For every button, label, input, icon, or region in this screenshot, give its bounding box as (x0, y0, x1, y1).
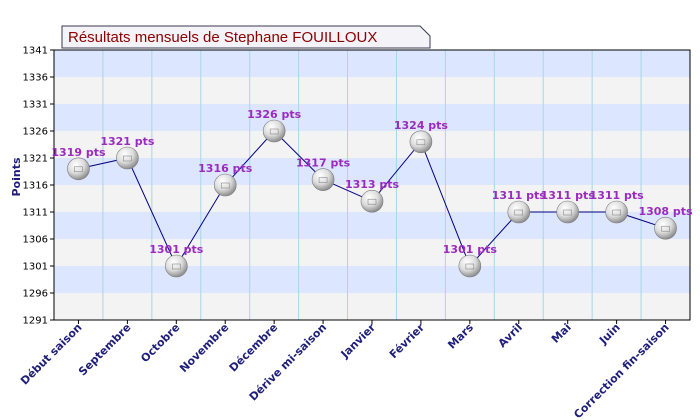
data-point (262, 119, 286, 143)
y-tick-label: 1331 (23, 100, 48, 111)
y-axis-ticks: 1291 1296 1301 1306 1311 1316 1321 1326 1331 1336… (23, 46, 54, 327)
point-emblem (416, 139, 426, 146)
point-marker (213, 173, 237, 197)
vertical-gridlines (102, 50, 642, 320)
x-tick-label: Novembre (177, 321, 231, 375)
point-marker (165, 254, 188, 278)
data-label: 1301 pts (443, 243, 498, 256)
point-marker (409, 130, 433, 154)
title-background (61, 25, 431, 49)
x-tick-label: Avril (496, 321, 525, 350)
y-tick-label: 1306 (23, 235, 48, 246)
data-label: 1326 pts (247, 108, 302, 121)
data-point (458, 254, 482, 278)
data-point (556, 200, 579, 224)
point-emblem (123, 155, 132, 162)
x-tick-label: Décembre (227, 321, 281, 375)
point-emblem (661, 225, 670, 232)
x-tick-label: Mars (445, 321, 476, 352)
data-point (360, 189, 384, 213)
data-label: 1313 pts (345, 178, 400, 191)
data-point (116, 146, 139, 170)
data-label: 1316 pts (198, 162, 253, 175)
data-points (67, 119, 677, 278)
point-emblem (465, 263, 475, 270)
band (54, 158, 690, 185)
y-tick-label: 1341 (23, 46, 48, 57)
point-emblem (74, 166, 83, 173)
data-label: 1311 pts (492, 189, 547, 202)
y-axis-title: Points (10, 157, 23, 196)
point-marker (116, 146, 139, 170)
band (54, 77, 690, 104)
band (54, 50, 690, 77)
y-tick-label: 1301 (23, 262, 48, 273)
band (54, 131, 690, 158)
data-label: 1317 pts (296, 157, 351, 170)
point-emblem (612, 209, 621, 216)
y-tick-label: 1326 (23, 127, 48, 138)
band (54, 266, 690, 293)
band (54, 212, 690, 239)
data-label: 1311 pts (541, 189, 596, 202)
x-tick-label: Octobre (138, 321, 182, 365)
point-marker (311, 168, 335, 191)
x-tick-label: Septembre (76, 321, 133, 378)
point-emblem (514, 209, 524, 216)
x-tick-label: Début saison (18, 321, 85, 388)
point-marker (556, 200, 579, 224)
y-tick-label: 1336 (23, 73, 48, 84)
point-marker (605, 200, 628, 224)
data-point (654, 216, 677, 240)
point-emblem (269, 128, 279, 135)
data-label: 1319 pts (51, 146, 106, 159)
y-tick-label: 1321 (23, 154, 48, 165)
x-tick-label: Mai (549, 321, 574, 346)
point-emblem (172, 263, 181, 270)
point-marker (360, 189, 384, 213)
point-marker (67, 157, 90, 181)
band (54, 293, 690, 320)
data-point (605, 200, 628, 224)
point-marker (262, 119, 286, 143)
x-tick-label: Février (387, 321, 428, 362)
data-label: 1321 pts (100, 135, 155, 148)
band (54, 104, 690, 131)
chart-title-box: Résultats mensuels de Stephane FOUILLOUX (61, 25, 431, 49)
data-label: 1301 pts (149, 243, 204, 256)
point-emblem (318, 177, 328, 183)
data-point (311, 168, 335, 191)
y-tick-label: 1291 (23, 316, 48, 327)
y-tick-label: 1296 (23, 289, 48, 300)
point-emblem (367, 198, 377, 205)
y-tick-label: 1316 (23, 181, 48, 192)
band (54, 239, 690, 266)
y-tick-label: 1311 (23, 208, 48, 219)
data-point (67, 157, 90, 181)
x-tick-label: Janvier (338, 321, 379, 362)
data-label: 1308 pts (638, 205, 693, 218)
point-marker (458, 254, 482, 278)
data-point (165, 254, 188, 278)
data-label: 1311 pts (590, 189, 645, 202)
x-tick-label: Correction fin-saison (571, 321, 671, 420)
point-marker (654, 216, 677, 240)
data-point (213, 173, 237, 197)
chart-title: Résultats mensuels de Stephane FOUILLOUX (68, 29, 377, 46)
point-emblem (563, 209, 572, 216)
point-marker (507, 200, 531, 224)
data-point (507, 200, 531, 224)
point-emblem (220, 182, 230, 189)
data-label: 1324 pts (394, 119, 449, 132)
x-tick-label: Juin (596, 321, 623, 348)
data-point (409, 130, 433, 154)
